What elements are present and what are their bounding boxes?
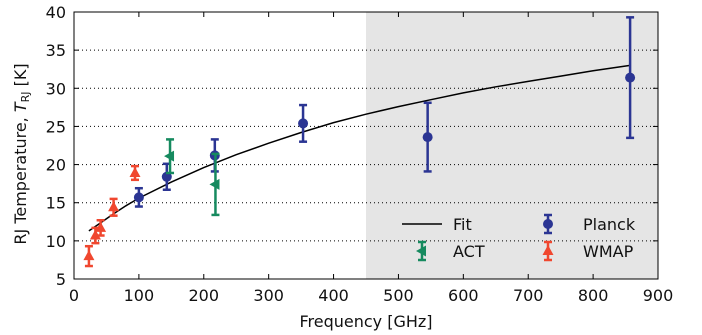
planck-point	[422, 132, 433, 143]
y-tick-label: 10	[46, 232, 66, 251]
wmap-point	[129, 166, 141, 177]
act-point	[164, 150, 175, 162]
y-axis-label-symbol: T	[11, 101, 30, 112]
legend-planck-marker	[543, 219, 553, 229]
x-tick-label: 600	[448, 286, 479, 305]
x-tick-label: 500	[383, 286, 414, 305]
y-tick-label: 20	[46, 156, 66, 175]
y-axis-label-suffix: [K]	[11, 63, 30, 91]
y-tick-label: 5	[56, 270, 66, 289]
planck-point	[625, 72, 636, 83]
x-tick-label: 900	[643, 286, 674, 305]
y-tick-label: 15	[46, 194, 66, 213]
shaded-region	[366, 12, 658, 279]
legend-planck-label: Planck	[583, 215, 636, 234]
y-tick-label: 25	[46, 117, 66, 136]
wmap-point	[108, 201, 120, 212]
legend-wmap-marker	[542, 245, 554, 255]
x-tick-label: 700	[513, 286, 544, 305]
planck-point	[133, 192, 144, 203]
plot-frame	[73, 11, 659, 280]
wmap-point	[89, 229, 101, 240]
x-tick-label: 0	[69, 286, 79, 305]
axes: 0 100 200 300 400 500 600 700 800 900 5 10 15 20 25 30 3…	[46, 3, 674, 305]
legend-act-marker	[416, 245, 426, 257]
y-axis-label-prefix: RJ Temperature,	[11, 112, 30, 244]
legend: Fit Planck ACT WMAP	[402, 213, 636, 262]
x-axis-label: Frequency [GHz]	[299, 312, 432, 331]
y-tick-label: 40	[46, 3, 66, 22]
legend-fit-label: Fit	[453, 215, 472, 234]
legend-act-label: ACT	[453, 242, 485, 261]
wmap-point	[83, 250, 95, 261]
x-tick-label: 100	[124, 286, 155, 305]
y-tick-label: 35	[46, 41, 66, 60]
y-axis-label-subscript: RJ	[19, 91, 32, 102]
planck-point	[161, 171, 172, 182]
act-point	[209, 178, 220, 190]
y-axis-label: RJ Temperature, TRJ [K]	[11, 63, 32, 244]
x-tick-label: 300	[253, 286, 284, 305]
legend-wmap-label: WMAP	[583, 242, 634, 261]
y-tick-label: 30	[46, 79, 66, 98]
wmap-point	[95, 221, 107, 232]
x-tick-label: 800	[578, 286, 609, 305]
planck-point	[298, 118, 309, 129]
fit-curve	[88, 64, 631, 232]
plot-area	[74, 12, 658, 279]
x-tick-label: 400	[318, 286, 349, 305]
x-tick-label: 200	[189, 286, 220, 305]
